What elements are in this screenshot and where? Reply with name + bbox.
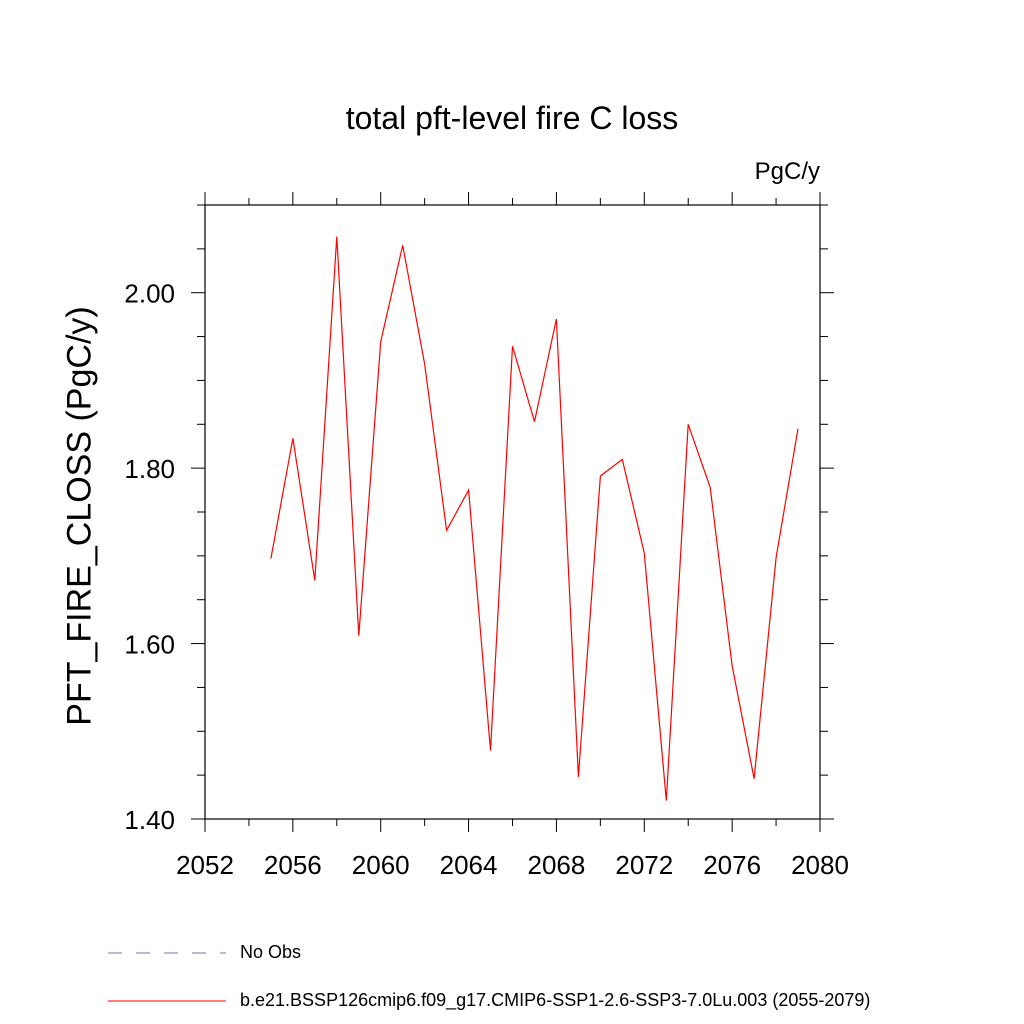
- chart-title: total pft-level fire C loss: [345, 100, 679, 136]
- y-tick-label: 1.80: [124, 454, 175, 484]
- units-label: PgC/y: [754, 158, 820, 185]
- x-tick-label: 2068: [528, 850, 586, 880]
- x-tick-label: 2056: [264, 850, 322, 880]
- y-tick-label: 2.00: [124, 279, 175, 309]
- legend: [108, 952, 226, 1002]
- axes: [204, 204, 821, 820]
- x-tick-label: 2052: [176, 850, 234, 880]
- x-tick-label: 2072: [615, 850, 673, 880]
- series-line: [270, 236, 799, 801]
- x-tick-label: 2080: [791, 850, 849, 880]
- plot-frame: [204, 204, 821, 820]
- legend-label-no-obs: No Obs: [240, 942, 302, 962]
- series-layer: [270, 236, 799, 801]
- y-tick-label: 1.60: [124, 630, 175, 660]
- ticks: 2052 2056 2060 2064 2068 2072 2076 2080 1.40 1.60…: [124, 192, 849, 880]
- x-tick-label: 2076: [703, 850, 761, 880]
- x-tick-label: 2060: [352, 850, 410, 880]
- y-tick-label: 1.40: [124, 805, 175, 835]
- x-tick-label: 2064: [440, 850, 498, 880]
- legend-label-model-run: b.e21.BSSP126cmip6.f09_g17.CMIP6-SSP1-2.…: [240, 990, 871, 1010]
